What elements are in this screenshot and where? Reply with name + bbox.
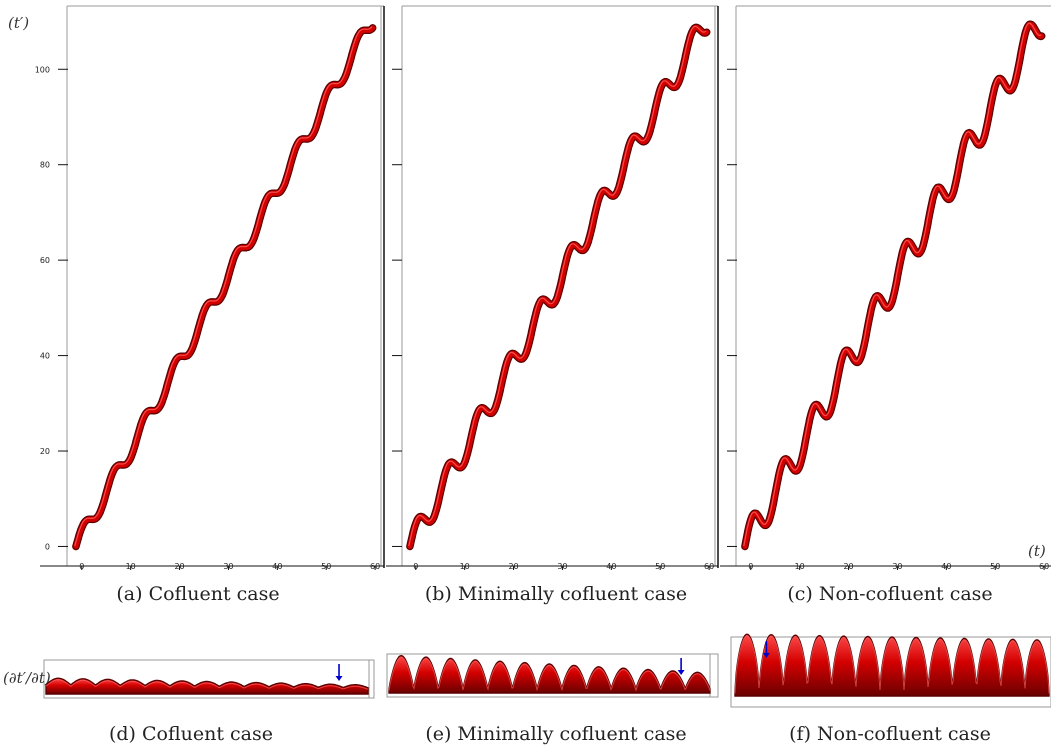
x-tick-label: 0	[79, 562, 84, 571]
panel-c-ticks: 0 10 20 30 40 50 60	[727, 68, 1049, 571]
x-tick-label: 0	[413, 562, 418, 571]
panel-a-ticks: 0 10 20 30 40 50 60 0 20 40 60 80 100	[35, 65, 380, 571]
x-tick-label: 50	[655, 562, 665, 571]
y-tick-label: 80	[40, 161, 50, 170]
strip-surface-highlight	[734, 635, 1050, 694]
x-tick-label: 50	[990, 562, 1000, 571]
panel-d-caption: (d) Cofluent case	[109, 723, 273, 745]
x-tick-label: 20	[843, 562, 853, 571]
panel-c-curve	[741, 20, 1046, 551]
strip-surface-highlight	[45, 679, 369, 690]
surface-highlight	[408, 25, 707, 547]
x-tick-label: 10	[126, 562, 136, 571]
panel-a-curve	[72, 24, 377, 551]
surface-body	[73, 25, 376, 549]
arrow-head	[677, 670, 685, 675]
panel-a: 0 10 20 30 40 50 60 0 20 40 60 80 100 (t′) (a) Coflu…	[8, 5, 385, 605]
x-tick-label: 30	[223, 562, 233, 571]
y-tick-label: 20	[40, 447, 50, 456]
x-tick-label: 10	[460, 562, 470, 571]
panel-d-surface	[45, 664, 369, 695]
y-tick-label: 0	[45, 542, 50, 551]
panel-d: (∂t′/∂t) (d) Cofluent case	[3, 659, 375, 745]
panel-c: 0 10 20 30 40 50 60 (t) (c) Non-cofluent case	[720, 5, 1051, 605]
panel-d-frame	[43, 659, 375, 699]
x-tick-label: 40	[606, 562, 616, 571]
strip-surface-highlight	[388, 656, 711, 692]
x-tick-label: 40	[272, 562, 282, 571]
surface-highlight	[743, 22, 1042, 547]
panel-b: 0 10 20 30 40 50 60 (b) Minimally cofluent cas…	[386, 5, 719, 605]
panel-e-surface	[388, 654, 711, 694]
arrow-head	[762, 653, 770, 658]
y-tick-label: 60	[40, 256, 50, 265]
arrow-head	[335, 676, 343, 681]
strip-surface-body	[45, 677, 369, 695]
x-tick-label: 40	[941, 562, 951, 571]
panel-f-caption: (f) Non-cofluent case	[789, 723, 991, 745]
x-tick-label: 60	[704, 562, 714, 571]
x-tick-label: 20	[508, 562, 518, 571]
surface-highlight	[74, 26, 373, 547]
panel-a-caption: (a) Cofluent case	[116, 583, 279, 605]
panel-b-caption: (b) Minimally cofluent case	[425, 583, 687, 605]
x-tick-label: 20	[174, 562, 184, 571]
panel-b-ticks: 0 10 20 30 40 50 60	[392, 68, 714, 571]
panel-c-xlabel: (t)	[1028, 542, 1046, 560]
panel-e: (e) Minimally cofluent case	[386, 653, 719, 745]
surface-outline	[741, 20, 1046, 551]
panel-a-ylabel: (t′)	[8, 14, 29, 32]
panel-e-frame	[386, 653, 719, 698]
surface-body	[407, 24, 710, 549]
panel-f-surface	[734, 633, 1050, 697]
panel-f: (f) Non-cofluent case	[730, 633, 1051, 745]
y-tick-label: 40	[40, 352, 50, 361]
x-tick-label: 0	[748, 562, 753, 571]
strip-surface-body	[734, 633, 1050, 697]
x-tick-label: 10	[795, 562, 805, 571]
x-tick-label: 50	[321, 562, 331, 571]
x-tick-label: 60	[370, 562, 380, 571]
panel-c-caption: (c) Non-cofluent case	[787, 583, 992, 605]
panel-b-curve	[406, 23, 711, 551]
x-tick-label: 30	[892, 562, 902, 571]
panel-d-ylabel: (∂t′/∂t)	[3, 669, 51, 687]
x-tick-label: 30	[557, 562, 567, 571]
x-tick-label: 60	[1039, 562, 1049, 571]
y-tick-label: 100	[35, 65, 50, 74]
panel-e-caption: (e) Minimally cofluent case	[425, 723, 686, 745]
